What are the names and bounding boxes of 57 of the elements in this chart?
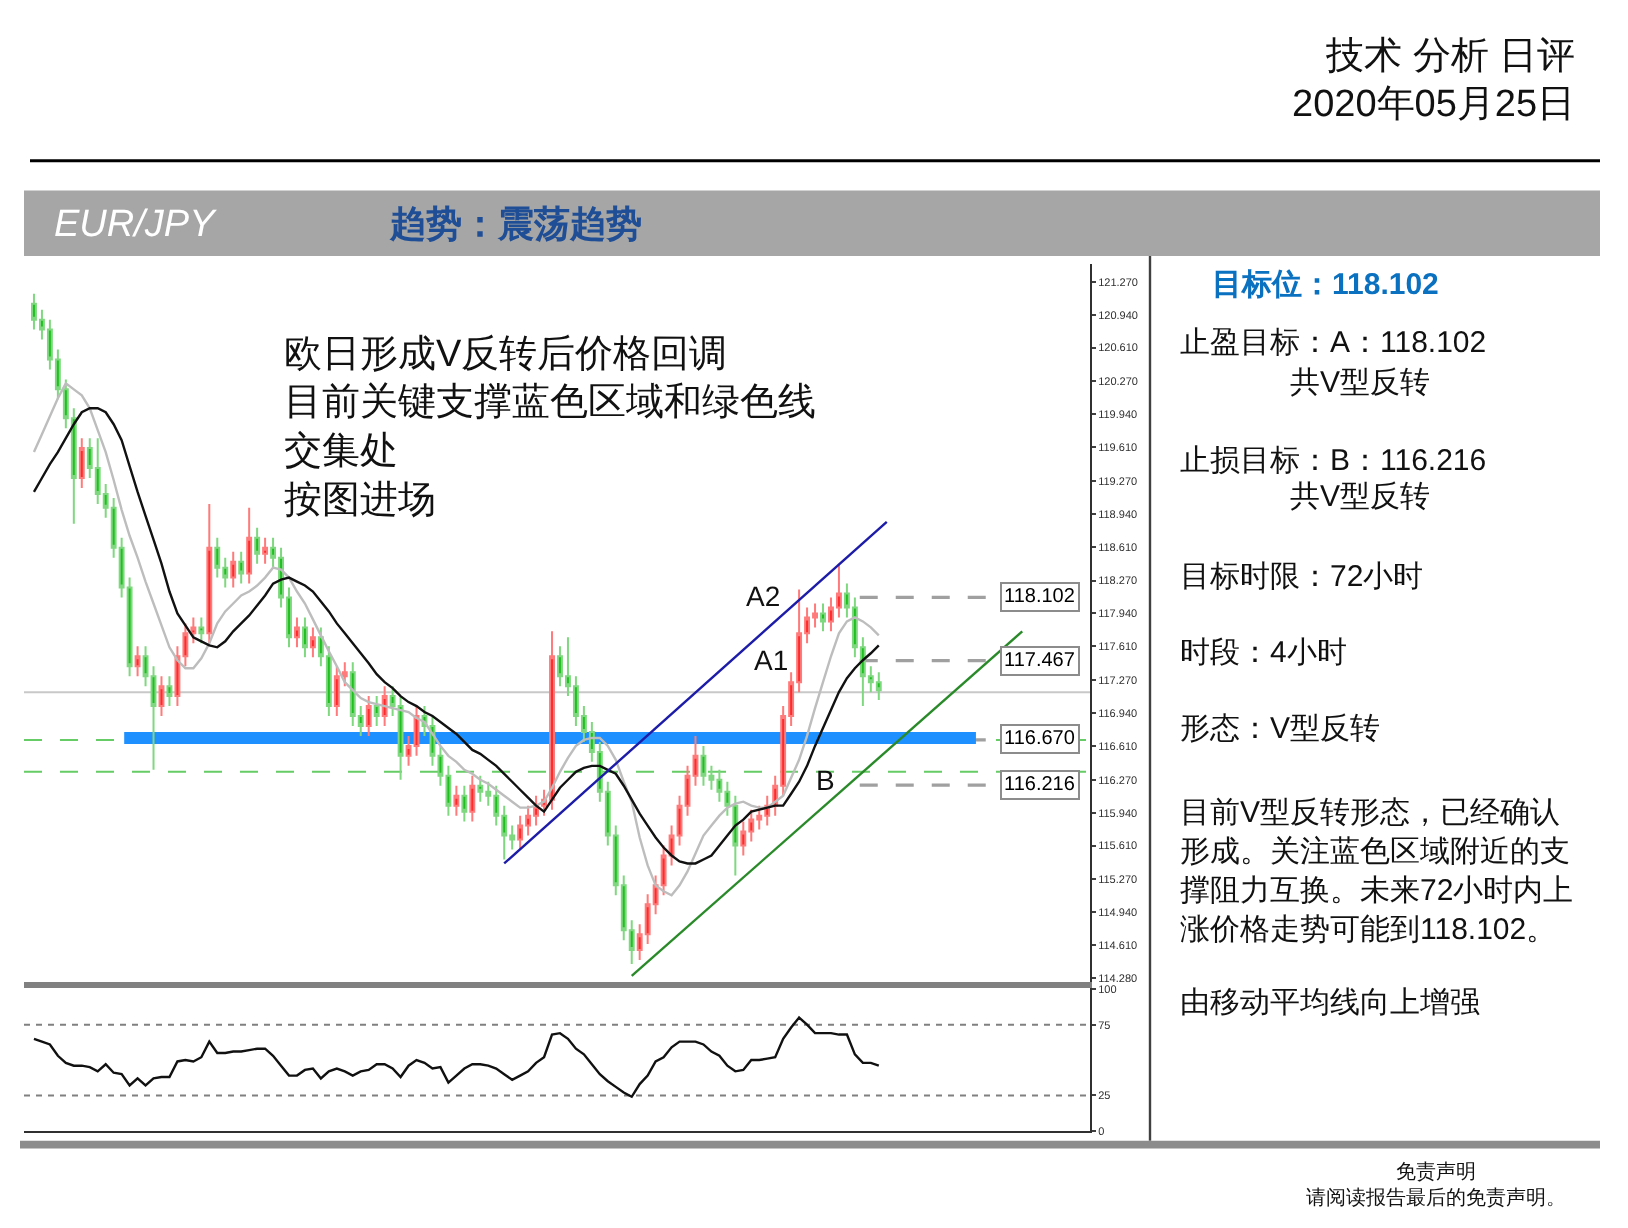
- text: 共V型反转: [1290, 480, 1431, 514]
- text: 共V型反转: [1290, 366, 1431, 400]
- text: 由移动平均线向上增强: [1180, 986, 1480, 1020]
- ref-line-label: 116.670: [1004, 728, 1076, 750]
- candlestick: [78, 437, 85, 489]
- ref-line-label: 117.467: [1004, 650, 1076, 672]
- candlestick: [549, 630, 555, 811]
- text: 形态：V型反转: [1180, 712, 1381, 746]
- candlestick: [206, 502, 213, 645]
- text: 止盈目标：A：118.102: [1180, 326, 1487, 360]
- candlestick: [373, 695, 380, 727]
- candlestick: [166, 675, 173, 708]
- text: 技术 分析 日评: [1324, 36, 1576, 78]
- text: 目标位：118.102: [1212, 268, 1439, 302]
- candlestick: [254, 526, 261, 565]
- text: 目标时限：72小时: [1180, 560, 1424, 594]
- candlestick: [294, 616, 300, 649]
- candlestick: [309, 626, 316, 659]
- candlestick: [198, 616, 205, 645]
- annotation: 按图进场: [284, 480, 436, 522]
- candlestick: [190, 616, 197, 645]
- candlestick: [820, 602, 826, 633]
- candlestick: [875, 671, 882, 702]
- candlestick: [262, 536, 269, 565]
- candlestick: [230, 550, 237, 589]
- annotation: A1: [754, 644, 789, 676]
- candlestick: [557, 645, 563, 688]
- candlestick: [246, 506, 253, 585]
- candlestick: [365, 695, 372, 737]
- candlestick: [700, 744, 707, 787]
- line-series: [32, 1016, 880, 1098]
- chart-subtitle: 趋势：震荡趋势: [388, 204, 642, 244]
- candlestick: [158, 675, 165, 718]
- candlestick: [517, 814, 524, 851]
- annotation: B: [816, 764, 835, 796]
- candlestick: [469, 774, 476, 823]
- text: 目前V型反转形态，已经确认形成。关注蓝色区域附近的支撑阻力互换。未来72小时内上涨价格走势可能到118.102。: [1180, 796, 1574, 947]
- candlestick: [302, 616, 308, 659]
- annotation: A2: [746, 580, 781, 612]
- text: 请阅读报告最后的免责声明。: [1306, 1186, 1566, 1210]
- text: 止损目标：B：116.216: [1180, 444, 1487, 478]
- chart-title: EUR/JPY: [54, 204, 218, 246]
- ref-line-label: 118.102: [1004, 586, 1076, 608]
- candlestick: [381, 685, 388, 727]
- candlestick: [732, 794, 739, 877]
- candlestick: [477, 774, 484, 803]
- text: 时段：4小时: [1180, 636, 1347, 670]
- text: 免责声明: [1396, 1160, 1476, 1184]
- candlestick: [134, 645, 141, 678]
- ref-line-label: 116.216: [1004, 774, 1076, 796]
- candlestick: [461, 784, 468, 823]
- candlestick: [453, 784, 460, 817]
- candlestick: [333, 665, 340, 718]
- candlestick: [238, 550, 245, 585]
- text: 2020年05月25日: [1292, 84, 1576, 126]
- annotation: 欧日形成V反转后价格回调: [284, 334, 728, 376]
- annotation: 目前关键支撑蓝色区域和绿色线交集处: [284, 382, 816, 474]
